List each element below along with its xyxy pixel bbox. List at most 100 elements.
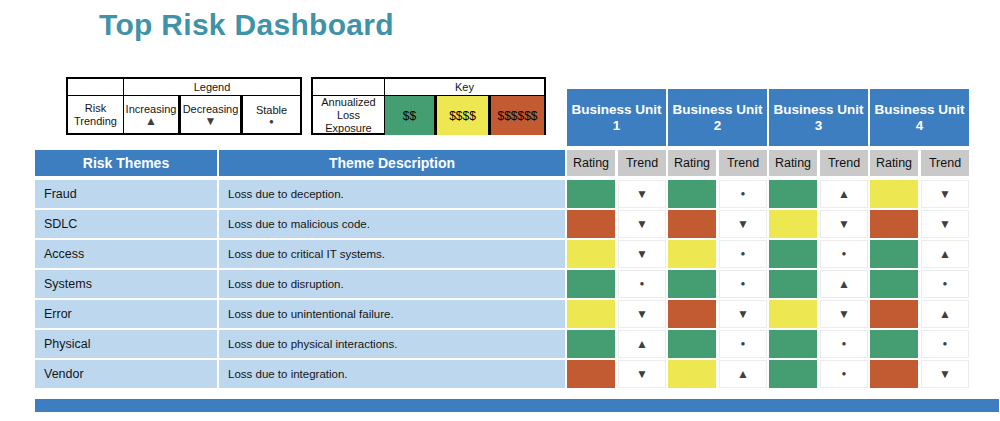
rating-cell-green — [567, 180, 615, 208]
trend-cell: ▼ — [719, 300, 767, 328]
down-trend-icon: ▼ — [636, 368, 648, 380]
theme-description-cell: Loss due to physical interactions. — [219, 330, 565, 358]
rating-cell-orange — [870, 360, 918, 388]
trend-cell: ● — [719, 270, 767, 298]
rating-cell-yellow — [870, 180, 918, 208]
risk-theme-cell: Fraud — [35, 180, 217, 208]
rating-cell-green — [769, 330, 817, 358]
key-cell-high: $$$$$$ — [491, 96, 544, 135]
business-unit-label: 2 — [714, 118, 722, 134]
legend-title: Legend — [124, 79, 300, 96]
rating-cell-yellow — [567, 300, 615, 328]
stable-trend-icon: ● — [741, 280, 746, 288]
rating-cell-orange — [870, 210, 918, 238]
up-trend-icon: ▲ — [838, 188, 850, 200]
business-unit-header: Business Unit4 — [870, 89, 969, 146]
key-title: Key — [385, 79, 544, 96]
stable-trend-icon: ● — [741, 250, 746, 258]
rating-cell-green — [769, 180, 817, 208]
trend-cell: ▼ — [618, 360, 666, 388]
rating-cell-green — [668, 330, 716, 358]
down-trend-icon: ▼ — [636, 218, 648, 230]
stable-trend-icon: ● — [640, 280, 645, 288]
rating-cell-orange — [668, 210, 716, 238]
risk-theme-cell: SDLC — [35, 210, 217, 238]
rating-cell-yellow — [769, 300, 817, 328]
rating-cell-green — [870, 240, 918, 268]
stable-trend-icon: ● — [943, 340, 948, 348]
trend-cell: ▲ — [618, 330, 666, 358]
theme-description-cell: Loss due to disruption. — [219, 270, 565, 298]
risk-theme-cell: Error — [35, 300, 217, 328]
rating-cell-yellow — [668, 360, 716, 388]
stable-trend-icon: ● — [842, 340, 847, 348]
legend-item-decreasing: Decreasing ▼ — [181, 96, 243, 133]
up-trend-icon: ▲ — [737, 368, 749, 380]
trend-cell: ▼ — [618, 300, 666, 328]
down-trend-icon: ▼ — [838, 308, 850, 320]
business-unit-header: Business Unit3 — [769, 89, 868, 146]
rating-cell-green — [769, 360, 817, 388]
theme-description-cell: Loss due to malicious code. — [219, 210, 565, 238]
trend-cell: ▼ — [921, 210, 969, 238]
up-trend-icon: ▲ — [939, 248, 951, 260]
rating-column-header: Rating — [567, 150, 615, 176]
down-trend-icon: ▼ — [636, 308, 648, 320]
rating-cell-yellow — [769, 210, 817, 238]
key-corner-cell — [313, 79, 385, 96]
stable-trend-icon: ● — [741, 340, 746, 348]
rating-cell-yellow — [668, 240, 716, 268]
trend-cell: ▼ — [820, 300, 868, 328]
trend-cell: ● — [820, 330, 868, 358]
rating-cell-green — [870, 270, 918, 298]
risk-themes-header: Risk Themes — [35, 150, 217, 176]
rating-cell-green — [870, 330, 918, 358]
top-risk-dashboard: Top Risk Dashboard Legend Risk Trending … — [0, 0, 1000, 421]
risk-theme-cell: Systems — [35, 270, 217, 298]
trend-cell: ▼ — [618, 240, 666, 268]
business-unit-label: 4 — [916, 118, 924, 134]
trend-cell: ● — [719, 180, 767, 208]
trend-cell: ▼ — [921, 360, 969, 388]
rating-cell-green — [567, 330, 615, 358]
trend-column-header: Trend — [820, 150, 868, 176]
rating-column-header: Rating — [668, 150, 716, 176]
trend-cell: ▲ — [921, 300, 969, 328]
risk-theme-cell: Access — [35, 240, 217, 268]
up-trend-icon: ▲ — [145, 116, 157, 127]
up-trend-icon: ▲ — [838, 278, 850, 290]
theme-description-cell: Loss due to deception. — [219, 180, 565, 208]
down-trend-icon: ▼ — [939, 218, 951, 230]
business-unit-label: 3 — [815, 118, 823, 134]
trend-cell: ▼ — [618, 210, 666, 238]
rating-cell-orange — [567, 360, 615, 388]
down-trend-icon: ▼ — [205, 116, 217, 127]
key-cell-medium: $$$$ — [437, 96, 491, 135]
trend-column-header: Trend — [921, 150, 969, 176]
business-unit-label: Business Unit — [672, 102, 762, 118]
theme-description-cell: Loss due to unintentional failure. — [219, 300, 565, 328]
rating-cell-orange — [567, 210, 615, 238]
trend-cell: ● — [921, 270, 969, 298]
stable-trend-icon: ● — [943, 280, 948, 288]
trend-cell: ▲ — [820, 270, 868, 298]
trend-cell: ▼ — [921, 180, 969, 208]
legend-item-label: Stable — [256, 104, 287, 117]
key-cell-low: $$ — [385, 96, 437, 135]
trend-cell: ● — [719, 330, 767, 358]
rating-cell-orange — [668, 300, 716, 328]
theme-description-cell: Loss due to integration. — [219, 360, 565, 388]
down-trend-icon: ▼ — [737, 308, 749, 320]
down-trend-icon: ▼ — [939, 188, 951, 200]
trend-cell: ▲ — [719, 360, 767, 388]
trend-cell: ● — [921, 330, 969, 358]
stable-trend-icon: ● — [842, 370, 847, 378]
down-trend-icon: ▼ — [838, 218, 850, 230]
business-unit-header: Business Unit2 — [668, 89, 767, 146]
trend-cell: ▲ — [921, 240, 969, 268]
down-trend-icon: ▼ — [939, 368, 951, 380]
legend-item-increasing: Increasing ▲ — [124, 96, 181, 133]
business-unit-label: Business Unit — [773, 102, 863, 118]
trend-cell: ● — [820, 360, 868, 388]
key-row-label: Annualized Loss Exposure — [313, 96, 385, 135]
